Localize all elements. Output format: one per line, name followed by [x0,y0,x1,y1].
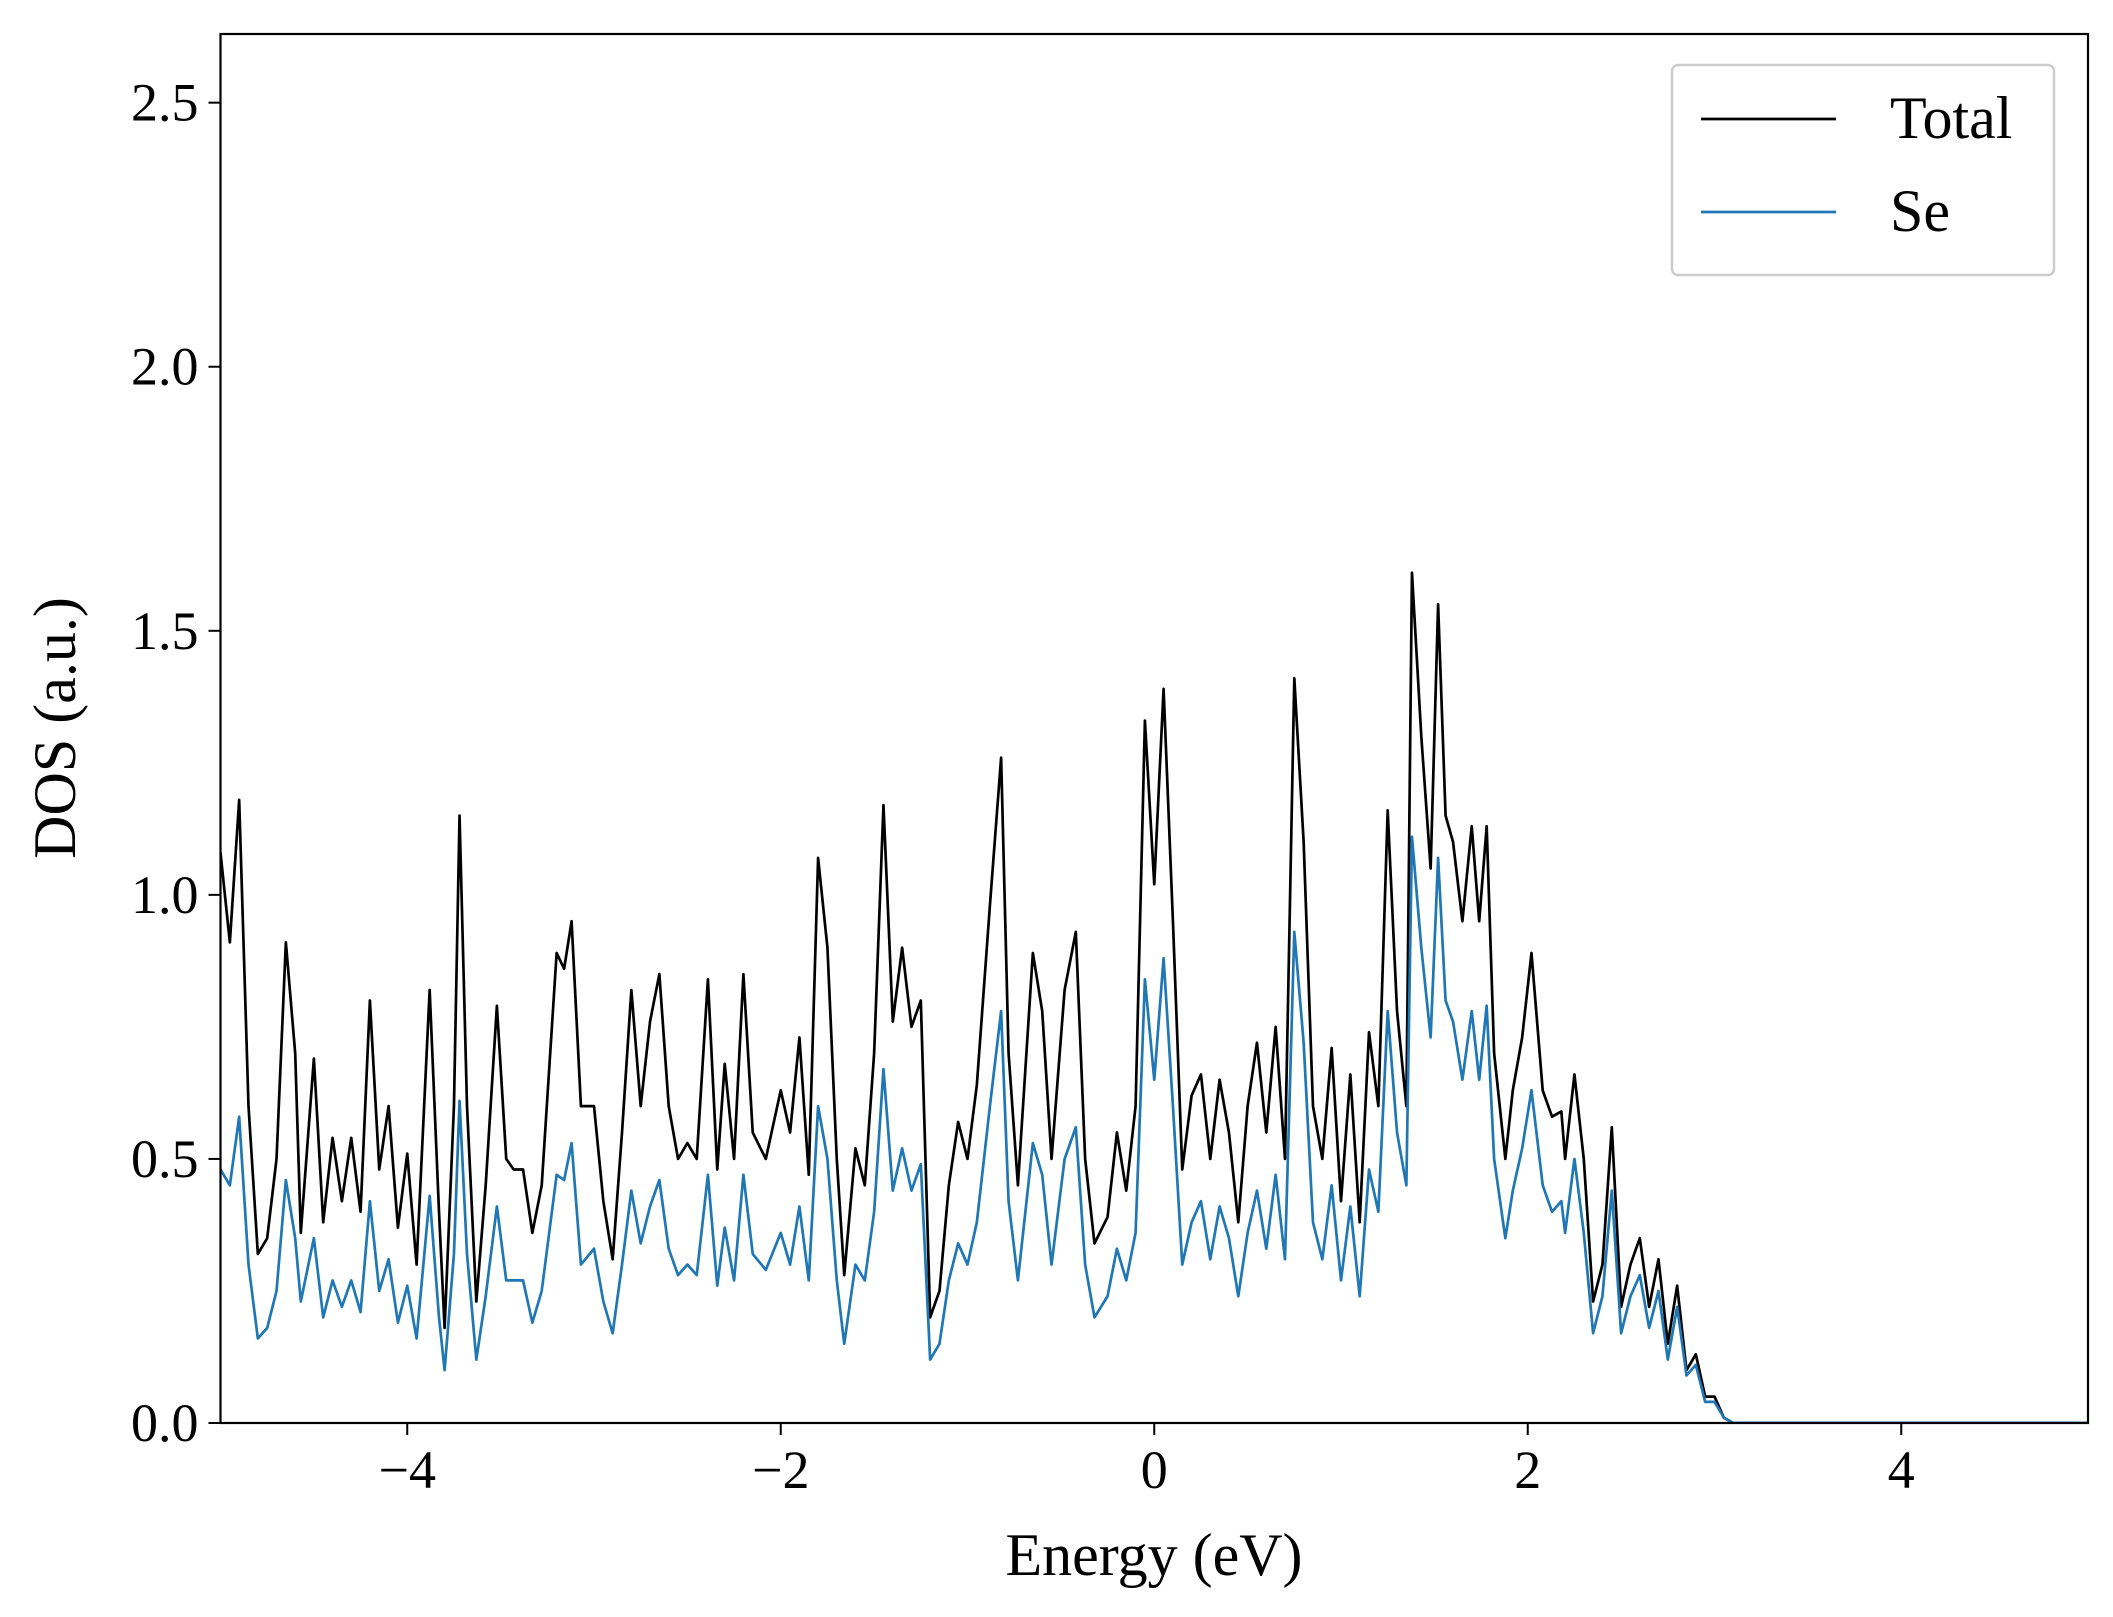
x-tick-label: 2 [1514,1440,1541,1500]
y-tick-label: 1.5 [131,601,199,661]
x-tick-label: −4 [379,1440,436,1500]
legend-label: Se [1890,178,1950,244]
line-series [220,571,2088,1423]
y-tick-label: 1.0 [131,865,199,925]
y-tick-label: 0.5 [131,1129,199,1189]
x-tick-label: −2 [752,1440,809,1500]
legend-box [1670,63,2056,277]
line-series [220,835,2088,1423]
y-axis-label: DOS (a.u.) [22,597,88,859]
x-axis-label: Energy (eV) [1005,1522,1302,1588]
legend-label: Total [1890,85,2012,151]
x-tick-label: 0 [1141,1440,1168,1500]
y-tick-label: 2.0 [131,337,199,397]
x-tick-label: 4 [1888,1440,1915,1500]
y-tick-label: 2.5 [131,73,199,133]
y-tick-label: 0.0 [131,1393,199,1453]
